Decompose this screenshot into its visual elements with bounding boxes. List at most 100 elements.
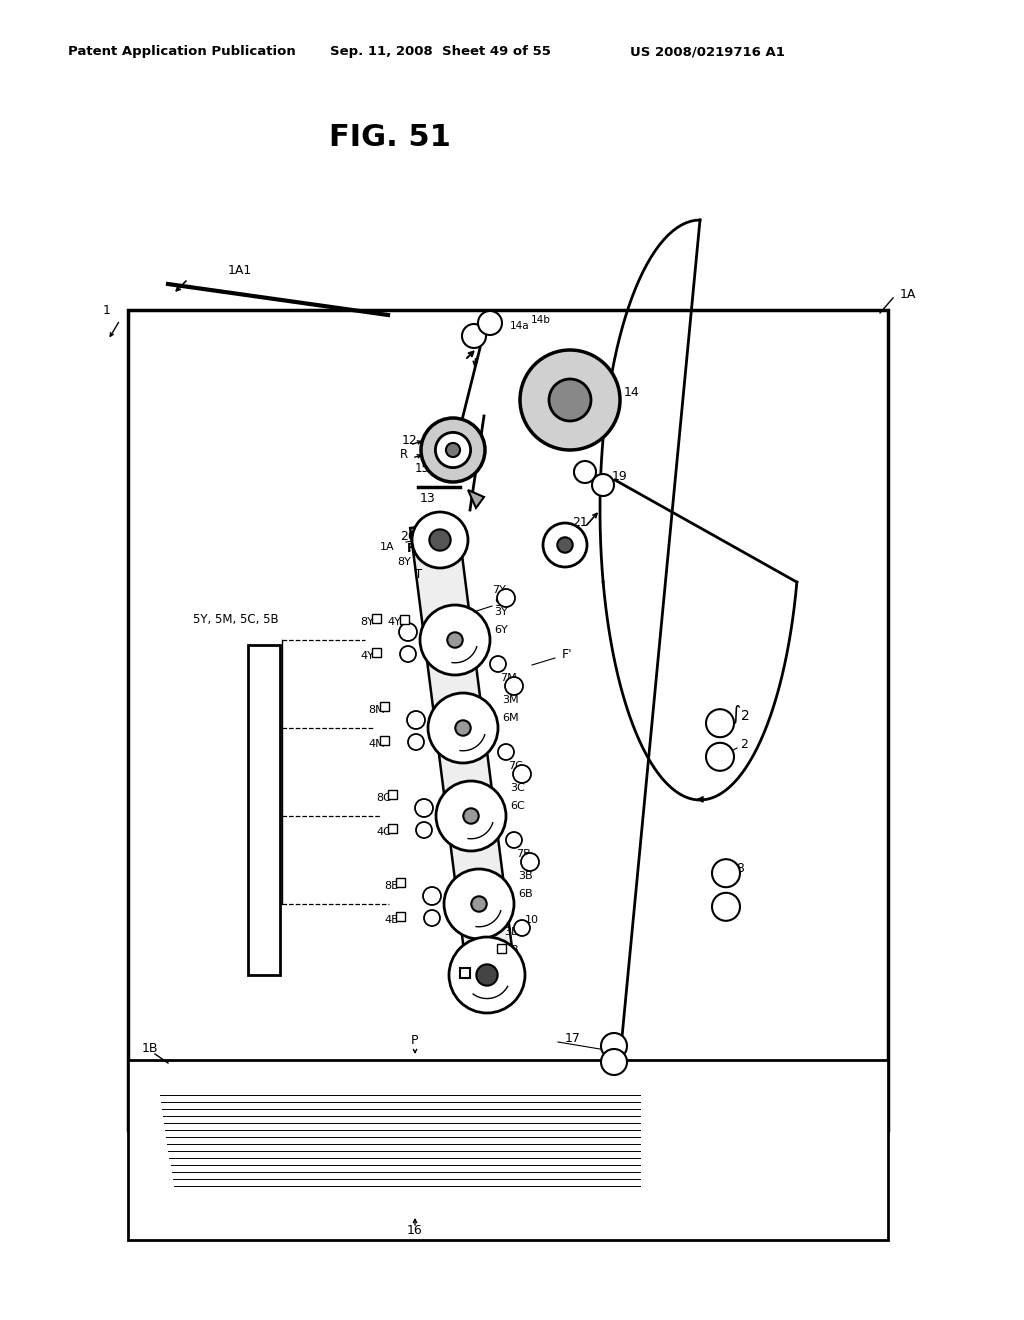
Text: Patent Application Publication: Patent Application Publication: [68, 45, 296, 58]
Text: F: F: [407, 541, 416, 554]
Text: 4Y: 4Y: [387, 616, 400, 627]
Text: 4M: 4M: [368, 739, 385, 748]
Text: 7M: 7M: [500, 673, 517, 682]
Circle shape: [549, 379, 591, 421]
Circle shape: [463, 808, 478, 824]
Circle shape: [407, 711, 425, 729]
Text: 6B: 6B: [504, 945, 518, 954]
Circle shape: [712, 892, 740, 921]
Text: 3M: 3M: [502, 696, 518, 705]
Text: 6M: 6M: [502, 713, 518, 723]
Text: 4B: 4B: [384, 915, 398, 925]
Bar: [497, 944, 506, 953]
Circle shape: [574, 461, 596, 483]
Circle shape: [592, 474, 614, 496]
Text: 7C: 7C: [508, 762, 523, 771]
Text: FIG. 51: FIG. 51: [329, 124, 451, 153]
Bar: [396, 878, 406, 887]
Text: 18: 18: [730, 862, 745, 874]
Circle shape: [400, 645, 416, 663]
Bar: [128, 310, 888, 1130]
Circle shape: [423, 887, 441, 906]
Circle shape: [521, 853, 539, 871]
Circle shape: [557, 537, 572, 553]
Circle shape: [471, 896, 486, 912]
Circle shape: [476, 965, 498, 986]
Text: 13: 13: [420, 491, 436, 504]
Circle shape: [462, 323, 486, 348]
Circle shape: [514, 920, 530, 936]
Circle shape: [399, 623, 417, 642]
Circle shape: [543, 523, 587, 568]
Text: 8B: 8B: [384, 880, 398, 891]
Text: 6B: 6B: [518, 888, 532, 899]
Text: 7B: 7B: [516, 849, 530, 859]
Text: 1B: 1B: [142, 1041, 159, 1055]
Bar: [396, 912, 406, 921]
Text: 6Y: 6Y: [494, 624, 508, 635]
Circle shape: [436, 781, 506, 851]
Circle shape: [505, 677, 523, 696]
Text: 14a: 14a: [510, 321, 529, 331]
Text: 16: 16: [408, 1224, 423, 1237]
Text: R: R: [400, 449, 409, 462]
Bar: [460, 968, 470, 978]
Text: N: N: [440, 436, 449, 449]
Text: P: P: [486, 323, 494, 337]
Text: P: P: [412, 1034, 419, 1047]
Text: 1A: 1A: [380, 543, 394, 552]
Circle shape: [498, 744, 514, 760]
Bar: [372, 648, 381, 657]
Circle shape: [446, 444, 460, 457]
Bar: [388, 824, 397, 833]
Bar: [128, 1060, 888, 1239]
Circle shape: [416, 822, 432, 838]
Circle shape: [408, 734, 424, 750]
Circle shape: [449, 937, 525, 1012]
Text: 4Y: 4Y: [360, 651, 374, 661]
Text: 11: 11: [449, 975, 464, 989]
Text: 17: 17: [565, 1031, 581, 1044]
Text: 14: 14: [624, 385, 640, 399]
Bar: [400, 615, 409, 624]
Circle shape: [456, 721, 471, 735]
Text: 7Y: 7Y: [492, 585, 506, 595]
Bar: [372, 614, 381, 623]
Bar: [380, 702, 389, 711]
Text: 10: 10: [525, 915, 539, 925]
Text: 1A: 1A: [900, 289, 916, 301]
Circle shape: [706, 743, 734, 771]
Text: 20: 20: [400, 531, 416, 544]
Text: 8C: 8C: [376, 793, 391, 803]
Circle shape: [421, 418, 485, 482]
Text: 8Y: 8Y: [360, 616, 374, 627]
Text: T: T: [415, 568, 422, 581]
Text: 4C: 4C: [376, 828, 391, 837]
Circle shape: [520, 350, 620, 450]
Circle shape: [444, 869, 514, 939]
Circle shape: [478, 312, 502, 335]
Circle shape: [429, 529, 451, 550]
Circle shape: [435, 433, 471, 467]
Circle shape: [424, 909, 440, 927]
Text: 3B: 3B: [518, 871, 532, 880]
Text: 1: 1: [103, 304, 111, 317]
Circle shape: [706, 709, 734, 737]
Text: US 2008/0219716 A1: US 2008/0219716 A1: [630, 45, 784, 58]
Text: 19: 19: [612, 470, 628, 483]
Circle shape: [506, 832, 522, 847]
Text: 3C: 3C: [510, 783, 524, 793]
Circle shape: [415, 799, 433, 817]
Circle shape: [513, 766, 531, 783]
Bar: [388, 789, 397, 799]
Text: 3Y: 3Y: [494, 607, 508, 616]
Text: 6C: 6C: [510, 801, 524, 810]
Text: 5Y, 5M, 5C, 5B: 5Y, 5M, 5C, 5B: [193, 614, 279, 627]
Bar: [248, 645, 280, 975]
Text: Sep. 11, 2008  Sheet 49 of 55: Sep. 11, 2008 Sheet 49 of 55: [330, 45, 551, 58]
Circle shape: [497, 589, 515, 607]
Polygon shape: [468, 490, 484, 508]
Circle shape: [712, 859, 740, 887]
Text: 1A1: 1A1: [228, 264, 252, 276]
Text: 14b: 14b: [531, 315, 551, 325]
